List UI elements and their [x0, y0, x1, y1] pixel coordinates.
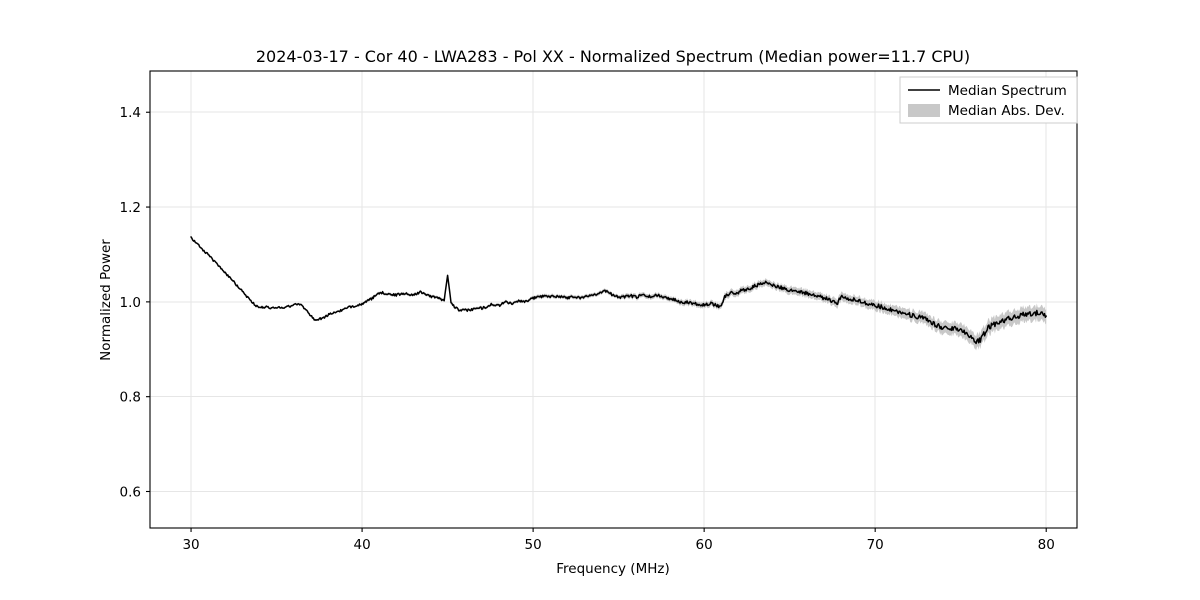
- y-tick-label: 1.0: [120, 295, 141, 311]
- median-spectrum-path: [190, 236, 1047, 345]
- x-tick-label: 80: [1038, 537, 1055, 553]
- y-axis-ticks: 0.6 0.8 1.0 1.2 1.4: [120, 105, 150, 500]
- axes-frame: [149, 70, 1078, 529]
- x-axis-ticks: 30 40 50 60 70 80: [182, 528, 1055, 553]
- median-spectrum-layer: [190, 236, 1047, 345]
- legend-label-median-spectrum: Median Spectrum: [948, 83, 1067, 99]
- x-tick-label: 30: [182, 537, 199, 553]
- y-tick-label: 0.8: [120, 390, 141, 406]
- y-tick-label: 1.2: [120, 200, 141, 216]
- x-tick-label: 70: [867, 537, 884, 553]
- legend-label-median-abs-dev: Median Abs. Dev.: [948, 103, 1065, 119]
- legend-band-swatch: [908, 104, 940, 117]
- x-tick-label: 40: [353, 537, 370, 553]
- legend[interactable]: Median Spectrum Median Abs. Dev.: [899, 76, 1078, 124]
- y-axis-label: Normalized Power: [98, 239, 114, 361]
- x-tick-label: 50: [525, 537, 542, 553]
- x-axis-label: Frequency (MHz): [556, 561, 669, 577]
- y-tick-label: 1.4: [120, 105, 141, 121]
- chart-title: 2024-03-17 - Cor 40 - LWA283 - Pol XX - …: [256, 47, 970, 66]
- x-tick-label: 60: [696, 537, 713, 553]
- y-tick-label: 0.6: [120, 484, 141, 500]
